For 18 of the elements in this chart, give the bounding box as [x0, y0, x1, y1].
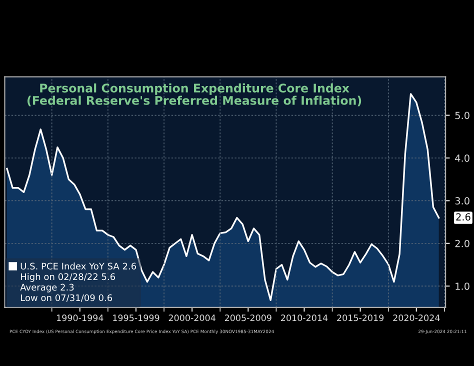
x-tick-label: 1990-1994 — [57, 314, 104, 322]
annotation: Average 2.3 — [20, 284, 74, 292]
legend-label: U.S. PCE Index YoY SA 2.6 — [20, 262, 136, 270]
x-tick-label: 2005-2009 — [224, 314, 272, 322]
x-tick-label: 2015-2019 — [337, 314, 384, 322]
y-tick-label: 3.0 — [455, 197, 470, 205]
x-tick-label: 1995-1999 — [113, 314, 160, 322]
annotation: Low on 07/31/09 0.6 — [20, 294, 112, 302]
x-tick-label: 2010-2014 — [281, 314, 328, 322]
x-tick-label: 2020-2024 — [393, 314, 440, 322]
text: Personal Consumption Expenditure Core Index (Federal Reserve's Preferred Measure of Inflation) — [27, 83, 362, 106]
x-tick-label: 2000-2004 — [168, 314, 216, 322]
annotation: High on 02/28/22 5.6 — [20, 273, 116, 282]
y-tick-label: 4.0 — [455, 154, 470, 162]
y-tick-label: 1.0 — [456, 282, 470, 290]
y-tick-label: 2.0 — [455, 240, 470, 248]
text: 2.6 — [456, 213, 470, 221]
y-tick-label: 5.0 — [455, 112, 470, 120]
